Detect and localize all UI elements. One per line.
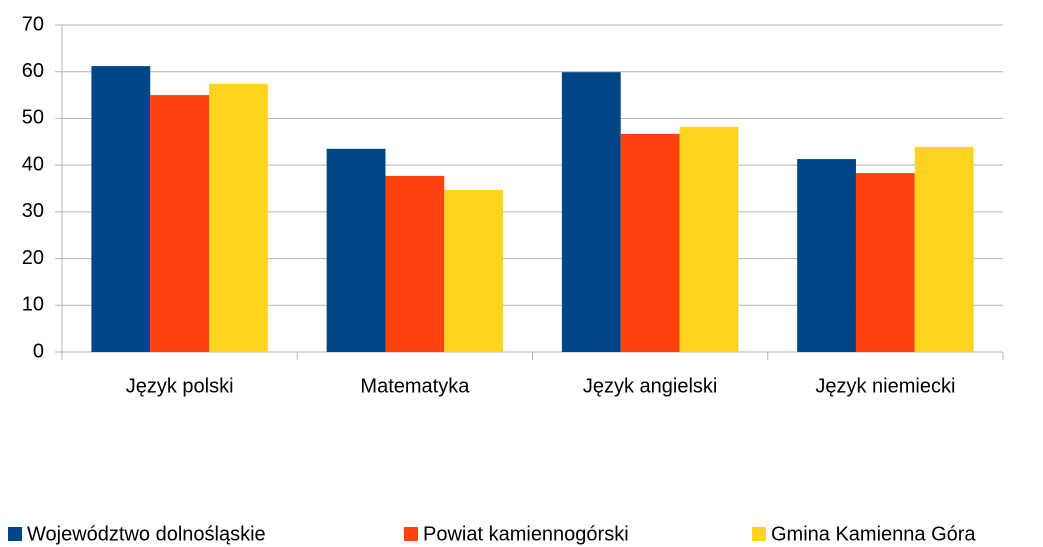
bar [620,133,680,352]
y-tick-label: 50 [22,107,44,129]
y-tick-label: 40 [22,153,44,175]
y-tick-label: 10 [22,294,44,316]
bar [561,72,621,352]
legend-label: Województwo dolnośląskie [27,523,266,545]
x-tick-label: Matematyka [360,375,470,397]
legend-swatch [404,527,418,541]
y-tick-label: 20 [22,247,44,269]
bar [679,126,739,352]
legend-swatch [8,527,22,541]
bar [444,189,504,352]
legend-label: Gmina Kamienna Góra [771,523,976,545]
bar [150,95,210,353]
bar [385,175,445,352]
legend-swatch [752,527,766,541]
y-tick-label: 0 [33,340,44,362]
bar [855,173,915,352]
x-tick-label: Język polski [126,375,234,397]
bar [209,83,268,353]
legend-label: Powiat kamiennogórski [423,523,629,545]
y-tick-label: 30 [22,200,44,222]
bar [797,159,856,352]
bar [326,148,386,352]
y-tick-label: 70 [22,13,44,35]
x-tick-label: Język niemiecki [815,375,955,397]
y-tick-label: 60 [22,60,44,82]
bar [91,66,151,352]
bar [914,146,974,352]
x-tick-label: Język angielski [583,375,718,397]
